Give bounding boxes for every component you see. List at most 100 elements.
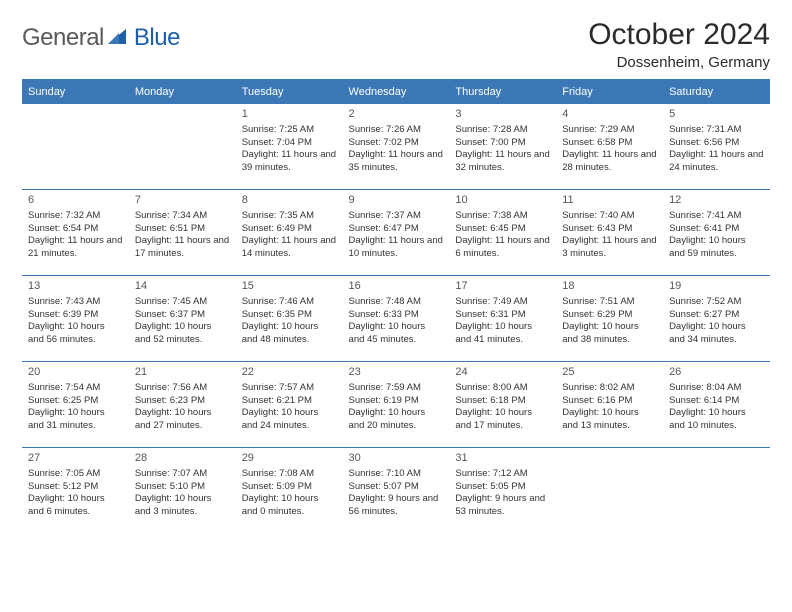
logo-sail-icon <box>108 26 130 51</box>
sunset-line: Sunset: 6:37 PM <box>135 309 230 322</box>
sunset-line: Sunset: 6:35 PM <box>242 309 337 322</box>
daylight-line: Daylight: 10 hours and 17 minutes. <box>455 407 550 433</box>
sunrise-line: Sunrise: 7:08 AM <box>242 468 337 481</box>
sunset-line: Sunset: 7:04 PM <box>242 137 337 150</box>
sunrise-line: Sunrise: 7:31 AM <box>669 124 764 137</box>
location-label: Dossenheim, Germany <box>588 54 770 71</box>
sunset-line: Sunset: 6:45 PM <box>455 223 550 236</box>
calendar-day-cell <box>663 448 770 534</box>
sunset-line: Sunset: 6:56 PM <box>669 137 764 150</box>
sunrise-line: Sunrise: 7:35 AM <box>242 210 337 223</box>
day-number: 22 <box>242 365 337 380</box>
sunset-line: Sunset: 6:33 PM <box>349 309 444 322</box>
calendar-day-cell: 9Sunrise: 7:37 AMSunset: 6:47 PMDaylight… <box>343 190 450 276</box>
sunrise-line: Sunrise: 7:41 AM <box>669 210 764 223</box>
calendar-day-cell: 29 Sunrise: 7:08 AMSunset: 5:09 PMDayligh… <box>236 448 343 534</box>
day-number: 21 <box>135 365 230 380</box>
sunrise-line: Sunrise: 7:26 AM <box>349 124 444 137</box>
day-number: 8 <box>242 193 337 208</box>
sunrise-line: Sunrise: 7:43 AM <box>28 296 123 309</box>
calendar-day-cell: 13Sunrise: 7:43 AMSunset: 6:39 PMDayligh… <box>22 276 129 362</box>
logo-text-general: General <box>22 24 104 52</box>
calendar-week-row: 13Sunrise: 7:43 AMSunset: 6:39 PMDayligh… <box>22 276 770 362</box>
calendar-day-cell: 25Sunrise: 8:02 AMSunset: 6:16 PMDayligh… <box>556 362 663 448</box>
day-number: 15 <box>242 279 337 294</box>
calendar-day-cell: 21Sunrise: 7:56 AMSunset: 6:23 PMDayligh… <box>129 362 236 448</box>
sunrise-line: Sunrise: 7:37 AM <box>349 210 444 223</box>
day-number: 29 <box>242 451 337 466</box>
daylight-line: Daylight: 9 hours and 56 minutes. <box>349 493 444 519</box>
daylight-line: Daylight: 11 hours and 28 minutes. <box>562 149 657 175</box>
day-number: 18 <box>562 279 657 294</box>
calendar-day-cell: 22Sunrise: 7:57 AMSunset: 6:21 PMDayligh… <box>236 362 343 448</box>
calendar-day-cell: 15Sunrise: 7:46 AMSunset: 6:35 PMDayligh… <box>236 276 343 362</box>
sunrise-line: Sunrise: 7:40 AM <box>562 210 657 223</box>
daylight-line: Daylight: 11 hours and 32 minutes. <box>455 149 550 175</box>
sunset-line: Sunset: 6:39 PM <box>28 309 123 322</box>
sunset-line: Sunset: 6:47 PM <box>349 223 444 236</box>
day-number: 26 <box>669 365 764 380</box>
day-number: 14 <box>135 279 230 294</box>
sunset-line: Sunset: 6:25 PM <box>28 395 123 408</box>
calendar-day-cell: 6Sunrise: 7:32 AMSunset: 6:54 PMDaylight… <box>22 190 129 276</box>
calendar-day-cell: 24Sunrise: 8:00 AMSunset: 6:18 PMDayligh… <box>449 362 556 448</box>
calendar-day-cell: 4Sunrise: 7:29 AMSunset: 6:58 PMDaylight… <box>556 104 663 190</box>
sunrise-line: Sunrise: 7:45 AM <box>135 296 230 309</box>
sunset-line: Sunset: 6:27 PM <box>669 309 764 322</box>
day-number: 11 <box>562 193 657 208</box>
daylight-line: Daylight: 10 hours and 38 minutes. <box>562 321 657 347</box>
calendar-day-cell: 20Sunrise: 7:54 AMSunset: 6:25 PMDayligh… <box>22 362 129 448</box>
calendar-day-cell: 28Sunrise: 7:07 AMSunset: 5:10 PMDayligh… <box>129 448 236 534</box>
daylight-line: Daylight: 10 hours and 45 minutes. <box>349 321 444 347</box>
daylight-line: Daylight: 10 hours and 13 minutes. <box>562 407 657 433</box>
daylight-line: Daylight: 10 hours and 48 minutes. <box>242 321 337 347</box>
weekday-header: Friday <box>556 80 663 104</box>
calendar-day-cell: 16Sunrise: 7:48 AMSunset: 6:33 PMDayligh… <box>343 276 450 362</box>
daylight-line: Daylight: 11 hours and 3 minutes. <box>562 235 657 261</box>
daylight-line: Daylight: 10 hours and 56 minutes. <box>28 321 123 347</box>
calendar-day-cell: 7Sunrise: 7:34 AMSunset: 6:51 PMDaylight… <box>129 190 236 276</box>
day-number: 9 <box>349 193 444 208</box>
sunset-line: Sunset: 6:49 PM <box>242 223 337 236</box>
sunrise-line: Sunrise: 8:04 AM <box>669 382 764 395</box>
sunset-line: Sunset: 6:43 PM <box>562 223 657 236</box>
sunrise-line: Sunrise: 7:28 AM <box>455 124 550 137</box>
page-title: October 2024 <box>588 18 770 52</box>
calendar-day-cell: 5Sunrise: 7:31 AMSunset: 6:56 PMDaylight… <box>663 104 770 190</box>
sunrise-line: Sunrise: 7:49 AM <box>455 296 550 309</box>
calendar-day-cell: 23Sunrise: 7:59 AMSunset: 6:19 PMDayligh… <box>343 362 450 448</box>
day-number: 6 <box>28 193 123 208</box>
day-number: 10 <box>455 193 550 208</box>
day-number: 17 <box>455 279 550 294</box>
sunset-line: Sunset: 5:12 PM <box>28 481 123 494</box>
day-number: 23 <box>349 365 444 380</box>
sunrise-line: Sunrise: 7:51 AM <box>562 296 657 309</box>
sunrise-line: Sunrise: 7:12 AM <box>455 468 550 481</box>
calendar-day-cell <box>22 104 129 190</box>
day-number: 1 <box>242 107 337 122</box>
sunset-line: Sunset: 6:16 PM <box>562 395 657 408</box>
calendar-week-row: 6Sunrise: 7:32 AMSunset: 6:54 PMDaylight… <box>22 190 770 276</box>
calendar-day-cell: 8Sunrise: 7:35 AMSunset: 6:49 PMDaylight… <box>236 190 343 276</box>
sunrise-line: Sunrise: 7:56 AM <box>135 382 230 395</box>
sunrise-line: Sunrise: 7:38 AM <box>455 210 550 223</box>
calendar-day-cell: 11 Sunrise: 7:40 AMSunset: 6:43 PMDayligh… <box>556 190 663 276</box>
daylight-line: Daylight: 11 hours and 21 minutes. <box>28 235 123 261</box>
sunrise-line: Sunrise: 7:07 AM <box>135 468 230 481</box>
daylight-line: Daylight: 10 hours and 59 minutes. <box>669 235 764 261</box>
calendar-table: Sunday Monday Tuesday Wednesday Thursday… <box>22 79 770 534</box>
sunset-line: Sunset: 6:58 PM <box>562 137 657 150</box>
sunset-line: Sunset: 6:54 PM <box>28 223 123 236</box>
sunset-line: Sunset: 6:23 PM <box>135 395 230 408</box>
calendar-week-row: 20Sunrise: 7:54 AMSunset: 6:25 PMDayligh… <box>22 362 770 448</box>
day-number: 30 <box>349 451 444 466</box>
calendar-day-cell: 14Sunrise: 7:45 AMSunset: 6:37 PMDayligh… <box>129 276 236 362</box>
daylight-line: Daylight: 10 hours and 10 minutes. <box>669 407 764 433</box>
calendar-day-cell: 3Sunrise: 7:28 AMSunset: 7:00 PMDaylight… <box>449 104 556 190</box>
sunset-line: Sunset: 5:09 PM <box>242 481 337 494</box>
day-number: 19 <box>669 279 764 294</box>
sunrise-line: Sunrise: 7:57 AM <box>242 382 337 395</box>
day-number: 20 <box>28 365 123 380</box>
daylight-line: Daylight: 10 hours and 0 minutes. <box>242 493 337 519</box>
sunrise-line: Sunrise: 7:52 AM <box>669 296 764 309</box>
